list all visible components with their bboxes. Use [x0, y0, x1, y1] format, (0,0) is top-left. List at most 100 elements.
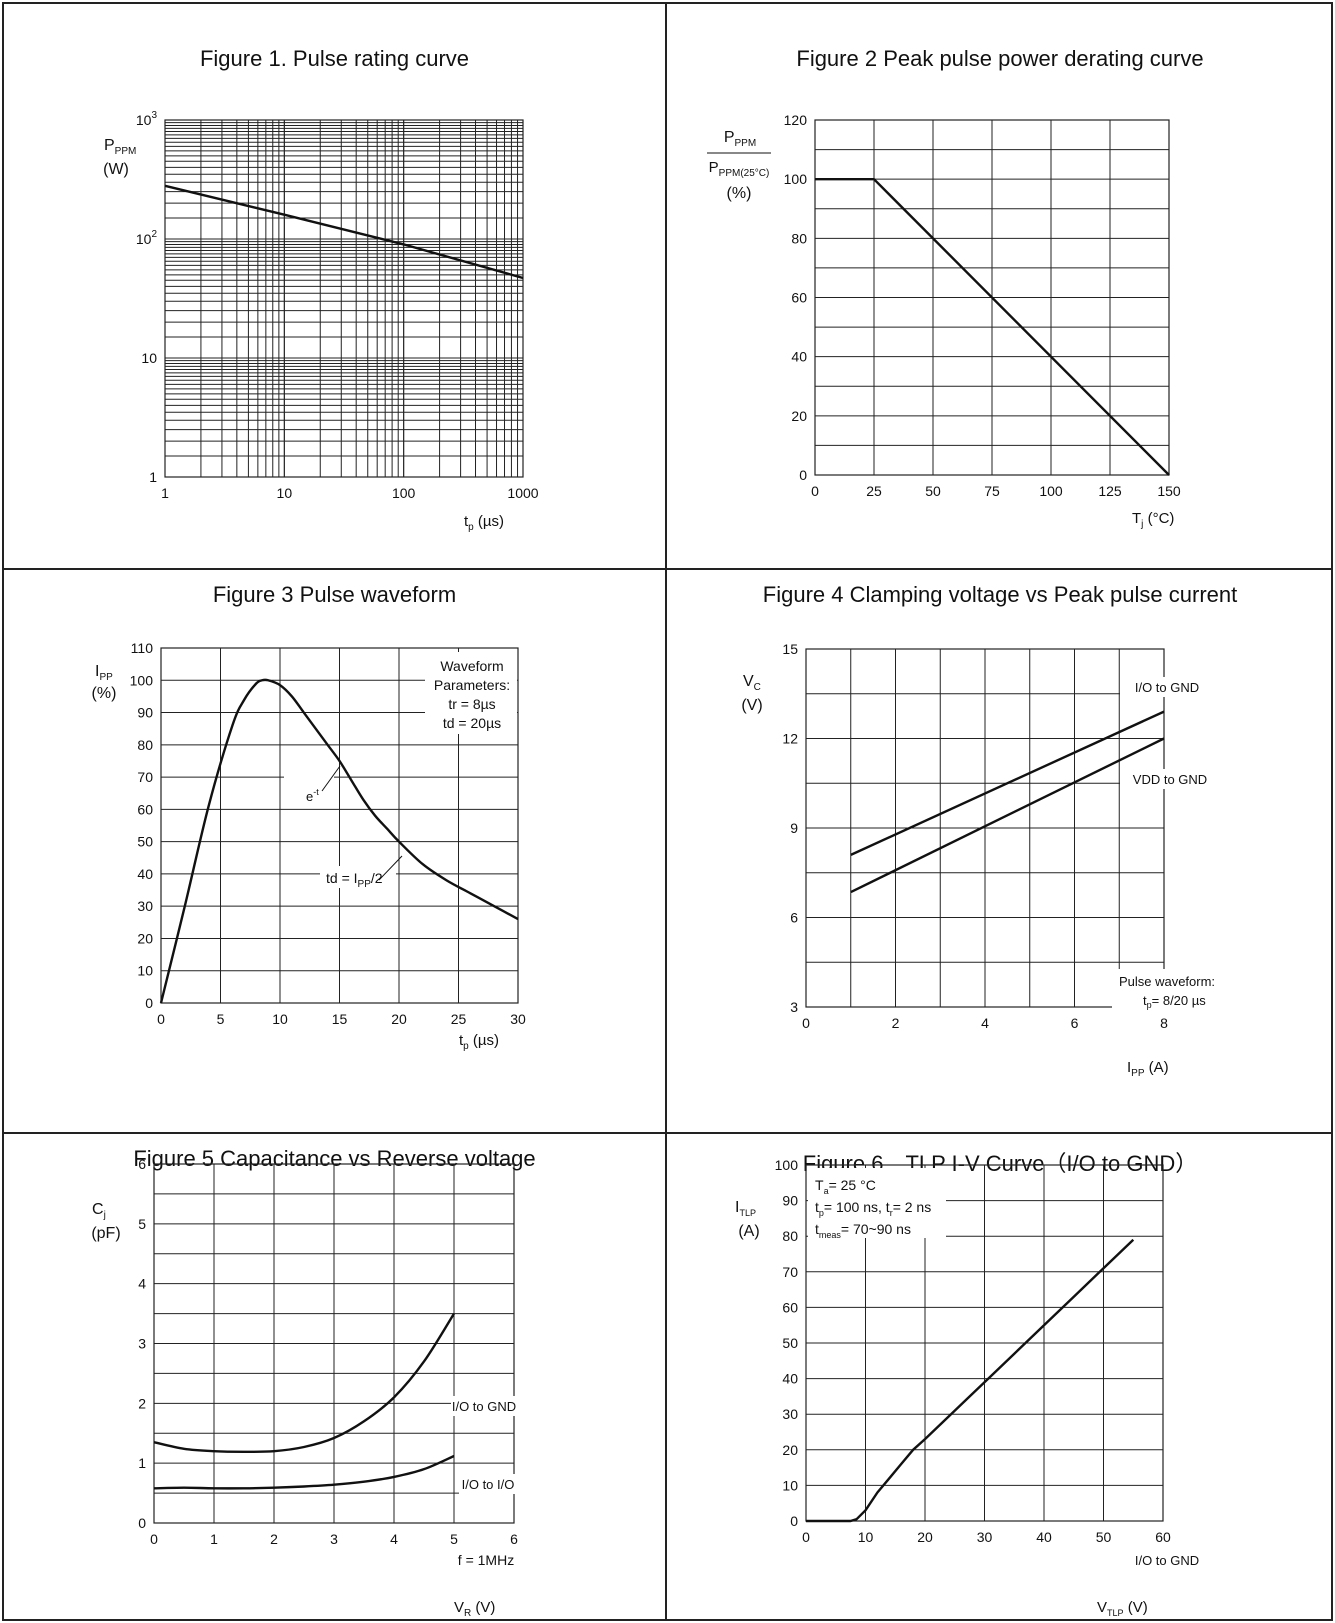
- plot-frame: [814, 119, 1170, 476]
- figure-4-title: Figure 4 Clamping voltage vs Peak pulse …: [762, 582, 1238, 607]
- x-tick-label: 20: [391, 1011, 407, 1027]
- label-background: [284, 776, 334, 806]
- y-axis-unit: (%): [727, 185, 752, 202]
- series-label-io-to-gnd: I/O to GND: [1135, 680, 1199, 695]
- y-tick-label: 60: [137, 801, 153, 817]
- conditions-background: [808, 1168, 946, 1238]
- figure-1-panel: Figure 1. Pulse rating curve 1 10 100 1000 1…: [4, 4, 665, 568]
- x-tick-label: 2: [892, 1015, 900, 1031]
- figure-3-chart: 0 5 10 15 20 25 30 0 10 20 30 40 50 60 70 80 90 100 110 IP…: [92, 640, 526, 1052]
- figure-3-panel: Figure 3 Pulse waveform 0 5 10 15 20 25 30 0 10 2…: [4, 570, 665, 1132]
- y-tick-label: 6: [790, 910, 798, 926]
- figure-2-chart: 0 25 50 75 100 125 150 0 20 40 60 80 100 120 PPPM PPP…: [707, 112, 1181, 530]
- figure-2-title: Figure 2 Peak pulse power derating curve: [796, 46, 1204, 71]
- y-tick-label: 1: [149, 469, 157, 485]
- x-tick-label: 25: [451, 1011, 467, 1027]
- y-axis-label: ITLP: [735, 1199, 756, 1218]
- y-tick-label: 100: [130, 672, 154, 688]
- y-axis-label: IPP: [95, 663, 113, 683]
- y-axis-label: PPPM: [104, 137, 136, 157]
- x-axis-label: IPP (A): [1127, 1059, 1169, 1079]
- series-line: [815, 177, 1170, 476]
- y-tick-label: 30: [137, 898, 153, 914]
- y-tick-label: 9: [790, 820, 798, 836]
- x-tick-label: 15: [332, 1011, 348, 1027]
- plot-frame: [164, 119, 524, 478]
- y-tick-label: 40: [791, 349, 807, 365]
- x-tick-label: 3: [330, 1531, 338, 1547]
- y-tick-label: 100: [775, 1157, 799, 1173]
- test-condition-line: tmeas= 70~90 ns: [815, 1221, 911, 1240]
- x-tick-label: 60: [1155, 1529, 1171, 1545]
- x-tick-label: 150: [1157, 483, 1181, 499]
- y-tick-label: 0: [790, 1513, 798, 1529]
- x-tick-label: 1: [210, 1531, 218, 1547]
- y-tick-label: 70: [782, 1264, 798, 1280]
- series-label-vdd-to-gnd: VDD to GND: [1133, 772, 1207, 787]
- series-label-io-to-gnd: I/O to GND: [1135, 1553, 1199, 1568]
- y-tick-label: 20: [137, 930, 153, 946]
- y-tick-label: 60: [782, 1299, 798, 1315]
- figure-5-chart: 0 1 2 3 4 5 6 0 1 2 3 4 5 6 Cj (pF) VR (V) I/O to GND…: [91, 1156, 519, 1619]
- waveform-annotation-line: Waveform: [440, 658, 503, 674]
- label-background: [1120, 677, 1220, 697]
- x-tick-label: 5: [450, 1531, 458, 1547]
- series-label-io-to-gnd: I/O to GND: [452, 1399, 516, 1414]
- y-tick-label: 102: [136, 229, 158, 247]
- note-background: [1112, 969, 1224, 1013]
- y-tick-label: 10: [137, 963, 153, 979]
- x-tick-label: 0: [157, 1011, 165, 1027]
- figure-1-chart: 1 10 100 1000 1 10 102 103 PPPM (W) tp (µs): [103, 110, 539, 533]
- waveform-annotation-line: Parameters:: [434, 677, 510, 693]
- plot-frame: [160, 647, 519, 1004]
- x-tick-label: 0: [802, 1015, 810, 1031]
- y-tick-label: 90: [782, 1193, 798, 1209]
- column-divider: [665, 4, 667, 1619]
- x-axis-label: tp (µs): [459, 1032, 499, 1052]
- y-axis-unit: (W): [103, 161, 129, 178]
- x-tick-label: 100: [1039, 483, 1063, 499]
- y-tick-label: 15: [782, 641, 798, 657]
- plot-frame: [805, 1164, 1164, 1522]
- x-tick-label: 1000: [507, 485, 538, 501]
- y-tick-label: 12: [782, 731, 798, 747]
- label-background: [1120, 769, 1224, 789]
- series-line: [153, 1312, 456, 1454]
- row-divider: [4, 1132, 1331, 1134]
- callout-leader: [378, 855, 403, 881]
- y-axis-unit: (%): [92, 685, 117, 702]
- pulse-note-line: Pulse waveform:: [1119, 974, 1215, 989]
- plot-frame: [805, 648, 1165, 1008]
- y-axis-unit: (V): [741, 697, 762, 714]
- x-tick-label: 4: [981, 1015, 989, 1031]
- y-tick-label: 4: [138, 1276, 146, 1292]
- x-tick-label: 6: [1071, 1015, 1079, 1031]
- y-tick-label: 10: [141, 350, 157, 366]
- x-tick-label: 0: [811, 483, 819, 499]
- frequency-note: f = 1MHz: [458, 1552, 514, 1568]
- x-tick-label: 8: [1160, 1015, 1168, 1031]
- x-tick-label: 30: [510, 1011, 526, 1027]
- y-tick-label: 90: [137, 705, 153, 721]
- waveform-annotation-line: tr = 8µs: [448, 696, 495, 712]
- y-tick-label: 5: [138, 1216, 146, 1232]
- x-axis-label: VR (V): [454, 1599, 495, 1619]
- x-tick-label: 0: [150, 1531, 158, 1547]
- y-tick-label: 80: [137, 737, 153, 753]
- y-tick-label: 120: [784, 112, 808, 128]
- y-tick-label: 40: [137, 866, 153, 882]
- annotation-background: [425, 652, 517, 734]
- y-tick-label: 30: [782, 1406, 798, 1422]
- y-axis-unit: (pF): [91, 1225, 120, 1242]
- y-tick-label: 2: [138, 1395, 146, 1411]
- x-tick-label: 5: [217, 1011, 225, 1027]
- y-tick-label: 1: [138, 1455, 146, 1471]
- x-tick-label: 50: [1096, 1529, 1112, 1545]
- y-tick-label: 80: [782, 1228, 798, 1244]
- y-tick-label: 50: [137, 834, 153, 850]
- y-tick-label: 103: [136, 110, 158, 128]
- series-line: [159, 678, 519, 1004]
- y-tick-label: 110: [131, 640, 154, 656]
- x-tick-label: 30: [977, 1529, 993, 1545]
